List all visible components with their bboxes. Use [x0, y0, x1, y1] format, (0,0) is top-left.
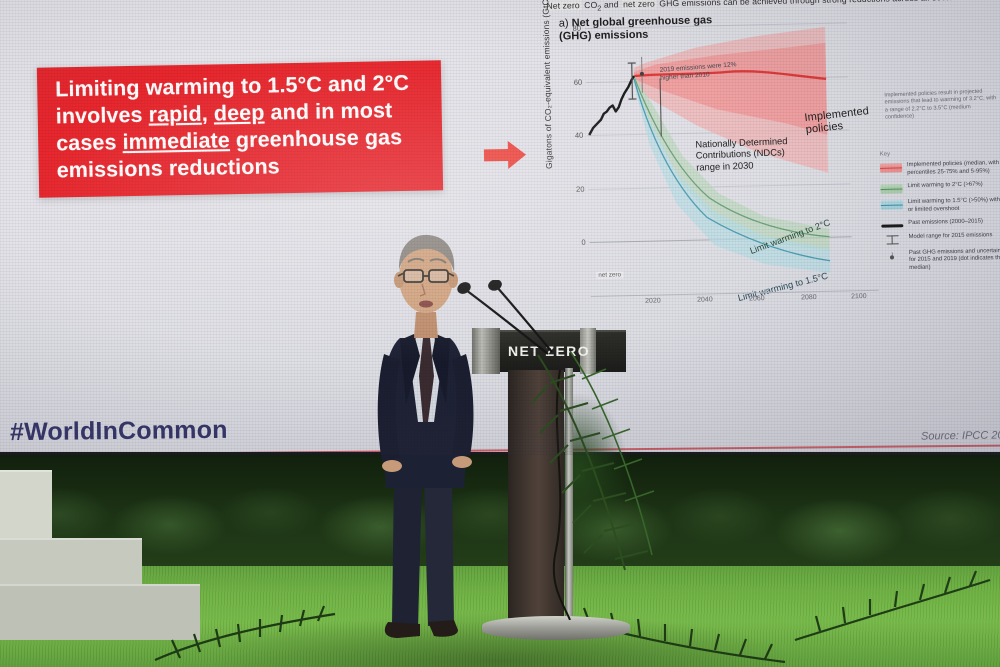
legend-swatch-past-emissions	[881, 224, 904, 228]
microphones	[457, 280, 553, 355]
ipcc-figure: Net zero CO2 and net zero GHG emissions …	[530, 0, 1000, 344]
y-axis-label: Gigatons of CO₂-equivalent emissions (Gt…	[539, 0, 554, 169]
y-tick-40: 40	[574, 130, 584, 140]
chart-svg	[588, 26, 831, 273]
podium-base-plate	[482, 616, 630, 640]
side-annotation-warming: Implemented policies result in projected…	[884, 88, 997, 121]
eyebrow-left	[407, 257, 425, 263]
x-tick-2080: 2080	[801, 294, 817, 302]
legend-item: Limit warming to 1.5°C (>50%) with no or…	[880, 196, 1000, 215]
palm-frond-foreground-left	[154, 605, 336, 662]
figure-legend: Key Implemented policies (median, with p…	[880, 149, 1000, 279]
shoe-right	[428, 620, 458, 637]
lapel-left	[400, 334, 420, 404]
legend-item: Limit warming to 2°C (>67%)	[880, 181, 1000, 194]
legend-label: Implemented policies (median, with perce…	[906, 160, 1000, 176]
speaker-person	[377, 234, 474, 638]
x-tick-2040: 2040	[697, 296, 713, 304]
slide-hashtag: #WorldInCommon	[9, 415, 228, 447]
emissions-plot: 80 60 40 20 0 net zero	[540, 0, 879, 305]
eyeglasses	[397, 269, 455, 283]
arm-left	[377, 354, 400, 462]
slide-source-note: Source: IPCC 20	[921, 429, 1000, 443]
podium-support-rod	[565, 368, 573, 626]
figure-header: Net zero CO2 and net zero GHG emissions …	[544, 0, 961, 13]
slide-headline-panel: Limiting warming to 1.5°C and 2°C involv…	[36, 60, 444, 198]
figure-header-box-2: net zero	[620, 0, 657, 10]
mic-head-left	[457, 282, 471, 294]
x-tick-2060: 2060	[749, 295, 765, 303]
legend-swatch-implemented-policies	[879, 163, 903, 173]
legend-label: Model range for 2015 emissions	[908, 231, 993, 240]
palm-frond-podium	[531, 350, 655, 571]
y-tick-60: 60	[573, 77, 583, 87]
arm-right	[452, 354, 474, 456]
step-bottom	[0, 584, 200, 640]
legend-label: Limit warming to 1.5°C (>50%) with no or…	[907, 196, 1000, 213]
plant-hedge	[0, 455, 1000, 580]
legend-swatch-limit-1-5c	[880, 200, 903, 210]
legend-label: Past emissions (2000–2015)	[908, 218, 983, 227]
legend-title: Key	[879, 151, 891, 158]
leg-right	[424, 476, 454, 626]
x-tick-2100: 2100	[850, 292, 867, 301]
eyebrow-right	[429, 258, 447, 264]
podium-metal-trim-left	[472, 328, 500, 374]
x-tick-2020: 2020	[645, 297, 661, 305]
y-tick-80: 80	[572, 23, 582, 33]
podium-net-zero-label: NET ZERO	[508, 343, 590, 359]
legend-swatch-model-range	[882, 235, 904, 244]
panel-letter: a)	[558, 17, 569, 30]
legend-swatch-past-ghg-uncertainty	[882, 251, 904, 260]
ear-right	[448, 272, 458, 288]
legend-item: Model range for 2015 emissions	[882, 232, 1000, 245]
neck	[414, 312, 438, 338]
shoe-left	[384, 622, 420, 638]
mic-head-right	[488, 280, 502, 291]
hand-right	[452, 456, 472, 468]
mouth	[419, 300, 433, 308]
legend-item: Past GHG emissions and uncertainty for 2…	[882, 248, 1000, 274]
necktie	[419, 338, 434, 422]
legend-label: Past GHG emissions and uncertainty for 2…	[908, 247, 1000, 271]
hand-left	[382, 460, 402, 472]
lapel-right	[432, 334, 450, 404]
y-tick-20: 20	[576, 184, 585, 194]
hair	[398, 234, 455, 272]
nose	[419, 283, 426, 297]
legend-item: Implemented policies (median, with perce…	[879, 160, 1000, 178]
leg-left	[392, 476, 422, 628]
ear-left	[394, 272, 404, 288]
y-tick-0: 0	[581, 237, 586, 247]
legend-item: Past emissions (2000–2015)	[881, 218, 1000, 228]
red-arrow-icon	[482, 138, 529, 173]
palm-frond-foreground-right	[794, 570, 991, 642]
legend-label: Limit warming to 2°C (>67%)	[907, 181, 983, 190]
legend-swatch-limit-2c	[880, 184, 903, 194]
podium-metal-trim-right	[580, 328, 596, 374]
label-ndc-range: Nationally Determined Contributions (NDC…	[695, 135, 788, 173]
slide-headline-text: Limiting warming to 1.5°C and 2°C involv…	[55, 70, 410, 183]
